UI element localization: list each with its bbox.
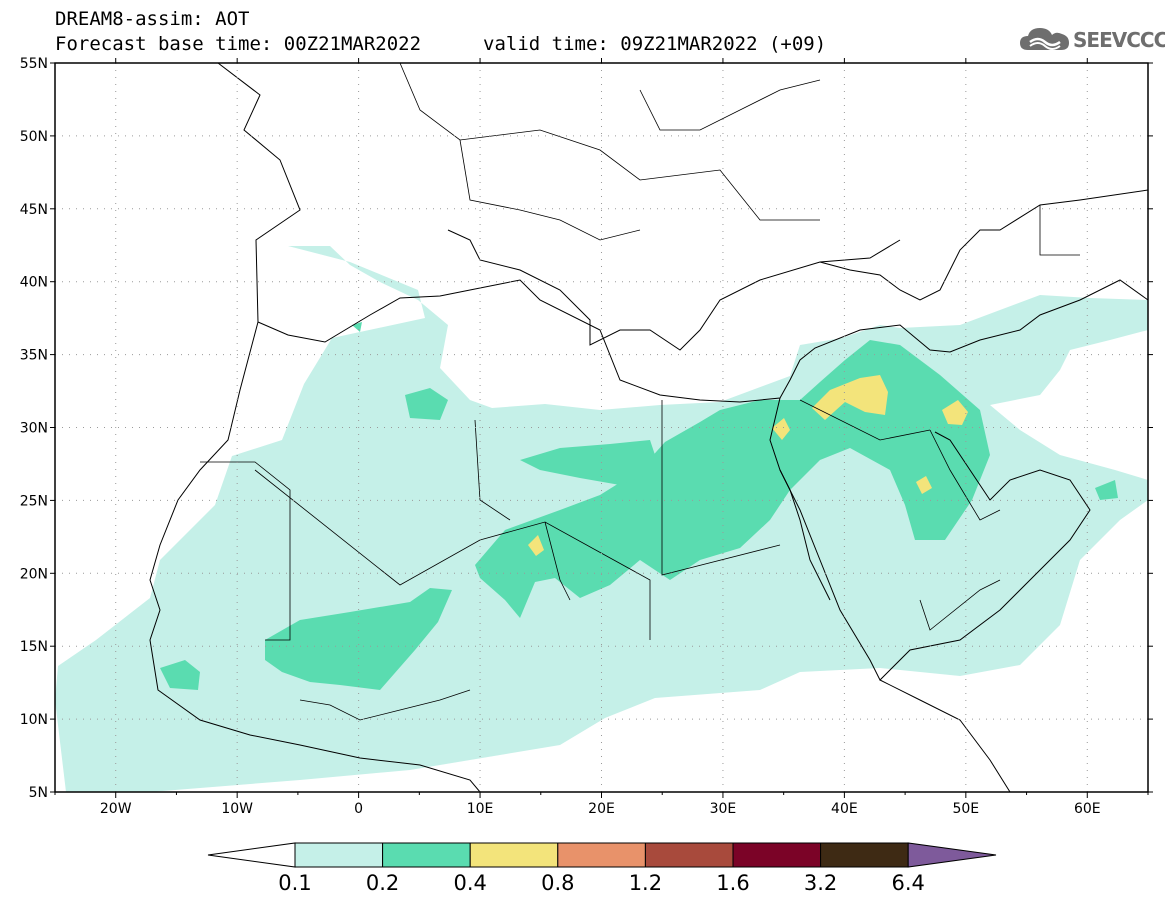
lat-label: 10N bbox=[20, 712, 48, 728]
colorbar-box bbox=[732, 842, 822, 868]
map-title: DREAM8-assim: AOT bbox=[55, 8, 250, 30]
colorbar-arrow-high bbox=[907, 842, 997, 868]
coastlines bbox=[149, 63, 1148, 792]
lat-label: 35N bbox=[20, 348, 48, 364]
colorbar-label: 6.4 bbox=[891, 871, 925, 895]
lat-label: 45N bbox=[20, 202, 48, 218]
lat-label: 15N bbox=[20, 639, 48, 655]
lat-label: 20N bbox=[20, 566, 48, 582]
lat-label: 55N bbox=[20, 56, 48, 72]
colorbar-box bbox=[382, 842, 471, 868]
colorbar-box bbox=[644, 842, 734, 868]
map-canvas bbox=[55, 63, 1148, 792]
colorbar-box bbox=[469, 842, 559, 868]
colorbar-box bbox=[294, 842, 384, 868]
colorbar-label: 0.8 bbox=[541, 871, 575, 895]
colorbar-label: 0.4 bbox=[453, 871, 487, 895]
lon-label: 30E bbox=[710, 801, 737, 817]
graticule bbox=[55, 63, 1148, 792]
colorbar-label: 0.1 bbox=[278, 871, 312, 895]
lon-label: 20E bbox=[588, 801, 615, 817]
lon-label: 60E bbox=[1074, 801, 1101, 817]
colorbar bbox=[207, 842, 997, 868]
cloud-icon bbox=[1020, 28, 1069, 50]
forecast-base-time: Forecast base time: 00Z21MAR2022 bbox=[55, 33, 422, 55]
lon-label: 0 bbox=[354, 801, 363, 817]
longitude-axis: 20W 10W 0 10E 20E 30E 40E 50E 60E bbox=[54, 58, 1149, 817]
lon-label: 40E bbox=[831, 801, 858, 817]
valid-time: valid time: 09Z21MAR2022 (+09) bbox=[483, 33, 827, 55]
lon-label: 10W bbox=[221, 801, 253, 817]
country-borders bbox=[200, 63, 1080, 721]
colorbar-label: 1.6 bbox=[716, 871, 750, 895]
colorbar-label: 0.2 bbox=[365, 871, 400, 895]
lon-label: 20W bbox=[100, 801, 132, 817]
colorbar-arrow-low bbox=[207, 842, 296, 868]
colorbar-box bbox=[820, 842, 909, 868]
forecast-times: Forecast base time: 00Z21MAR2022 valid ti… bbox=[55, 33, 826, 55]
colorbar-label: 3.2 bbox=[803, 871, 838, 895]
lon-label: 50E bbox=[952, 801, 979, 817]
logo-text: SEEVCCC bbox=[1073, 28, 1165, 52]
colorbar-box bbox=[557, 842, 646, 868]
lat-label: 50N bbox=[20, 129, 48, 145]
colorbar-label: 1.2 bbox=[628, 871, 663, 895]
aot-shade-0-4 bbox=[528, 375, 968, 556]
lat-label: 5N bbox=[29, 785, 48, 801]
latitude-axis: 55N 50N 45N 40N 35N 30N 25N 20N 15N 10N 5N bbox=[20, 56, 1153, 801]
lat-label: 40N bbox=[20, 275, 48, 291]
lon-label: 10E bbox=[467, 801, 494, 817]
seevccc-logo: SEEVCCC bbox=[1018, 24, 1165, 56]
lat-label: 25N bbox=[20, 493, 48, 509]
lat-label: 30N bbox=[20, 421, 48, 437]
